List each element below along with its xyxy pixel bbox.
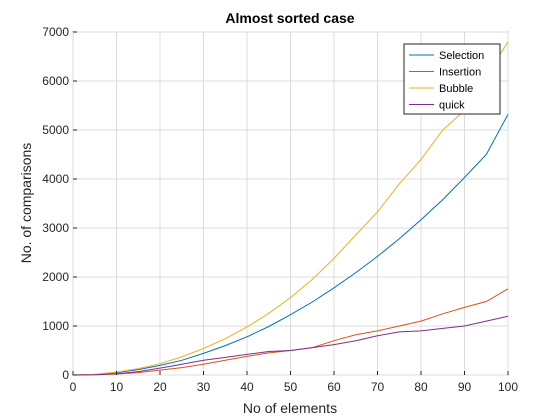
series-line-selection [72,114,509,376]
legend-box [403,43,501,115]
y-tick-label: 1000 [42,319,69,333]
x-tick-label: 50 [284,380,298,394]
x-tick-label: 80 [414,380,428,394]
x-tick-label: 0 [70,380,77,394]
x-tick-label: 10 [110,380,124,394]
y-tick-label: 2000 [42,270,69,284]
x-tick-label: 60 [327,380,341,394]
series-line-bubble [72,41,509,376]
axis-ticks: 0 10 20 30 40 50 60 70 80 90 100010002000300040005… [42,25,518,394]
y-tick-label: 5000 [42,123,69,137]
legend: Selection Insertion Bubble quick [403,43,501,115]
chart-title: Almost sorted case [225,10,354,26]
y-tick-label: 0 [62,368,69,382]
y-tick-label: 6000 [42,74,69,88]
x-tick-label: 90 [458,380,472,394]
grid [72,31,509,376]
series-line-quick [72,315,509,376]
legend-label: Selection [439,50,484,62]
x-tick-label: 100 [498,380,518,394]
y-tick-label: 4000 [42,172,69,186]
x-tick-label: 40 [240,380,254,394]
x-tick-label: 30 [197,380,211,394]
legend-label: Bubble [439,83,473,95]
x-tick-label: 70 [371,380,385,394]
legend-entries: Selection Insertion Bubble quick [409,50,484,112]
x-axis-title: No of elements [243,400,337,416]
legend-label: Insertion [439,67,481,79]
y-axis-title: No. of comparisons [18,143,34,264]
series-layer [72,41,509,376]
x-tick-label: 20 [153,380,167,394]
y-tick-label: 7000 [42,25,69,39]
legend-label: quick [439,100,465,112]
y-tick-label: 3000 [42,221,69,235]
